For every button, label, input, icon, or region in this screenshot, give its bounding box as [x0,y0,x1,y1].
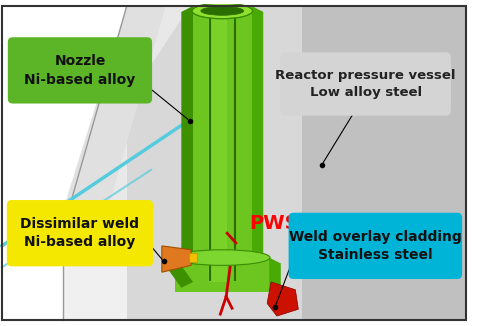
Polygon shape [267,282,299,316]
Polygon shape [2,6,466,320]
Text: Nozzle
Ni-based alloy: Nozzle Ni-based alloy [24,54,135,87]
Text: Reactor pressure vessel
Low alloy steel: Reactor pressure vessel Low alloy steel [276,69,456,99]
Text: Dissimilar weld
Ni-based alloy: Dissimilar weld Ni-based alloy [21,217,140,249]
Polygon shape [193,6,252,282]
Polygon shape [63,6,190,267]
Polygon shape [63,6,166,228]
Ellipse shape [175,250,270,265]
Polygon shape [176,258,269,292]
Polygon shape [162,246,191,272]
Text: Weld overlay cladding
Stainless steel: Weld overlay cladding Stainless steel [289,230,462,262]
FancyBboxPatch shape [280,52,451,116]
Polygon shape [2,228,63,320]
Polygon shape [302,6,466,320]
Text: PWSCC: PWSCC [250,214,328,233]
Ellipse shape [192,3,252,19]
Polygon shape [208,6,227,282]
FancyBboxPatch shape [8,37,152,104]
Polygon shape [189,253,197,262]
FancyBboxPatch shape [7,200,153,266]
Polygon shape [2,6,127,277]
Polygon shape [164,258,193,288]
Ellipse shape [201,7,244,15]
Polygon shape [181,6,193,288]
Polygon shape [252,258,269,282]
FancyBboxPatch shape [288,213,462,279]
Polygon shape [269,258,281,298]
Polygon shape [127,6,466,320]
Polygon shape [252,6,263,288]
